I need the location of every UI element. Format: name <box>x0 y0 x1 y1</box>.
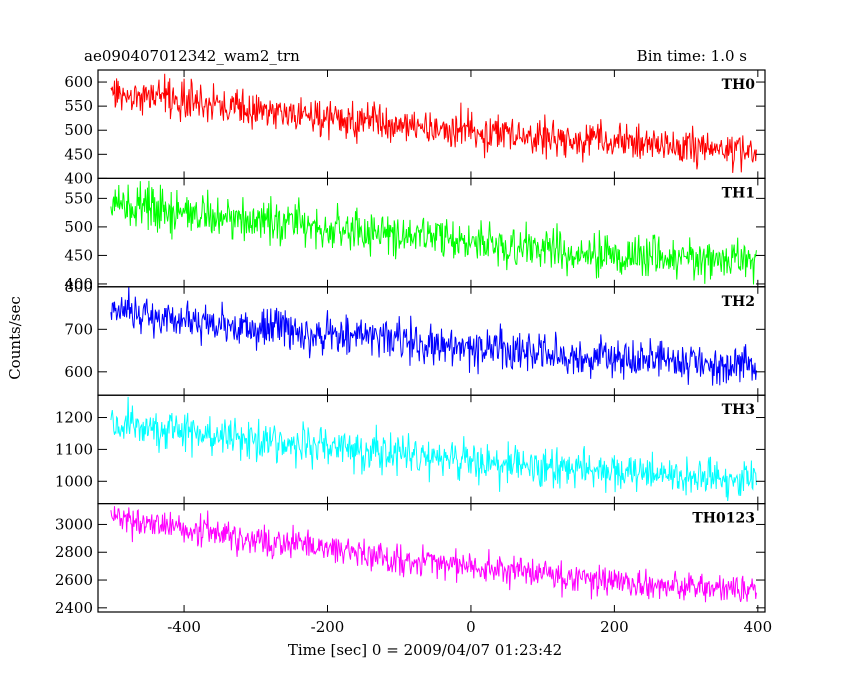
panel-label-th2: TH2 <box>722 294 755 310</box>
x-tick-label: -200 <box>311 618 345 636</box>
y-tick-label: 800 <box>64 278 93 296</box>
panel-th3: 1000 1100 1200 TH3 <box>55 394 766 505</box>
panel-label-th1: TH1 <box>722 185 755 201</box>
panel-label-th3: TH3 <box>722 402 755 418</box>
x-tick-label: 400 <box>744 618 773 636</box>
panel-frame <box>97 394 766 505</box>
series-line-th2 <box>110 286 757 386</box>
x-tick-label: 200 <box>600 618 629 636</box>
y-tick-label: 450 <box>64 246 93 264</box>
panel-th1: 400 450 500 550 TH1 <box>64 177 766 293</box>
y-tick-label: 600 <box>64 73 93 91</box>
bin-time-label: Bin time: 1.0 s <box>637 47 747 65</box>
y-tick-label: 500 <box>64 218 93 236</box>
panel-th0123: 2400 2600 2800 3000 TH0123 <box>55 503 766 617</box>
y-tick-label: 600 <box>64 363 93 381</box>
y-tick-label: 550 <box>64 97 93 115</box>
panels-group: 400 450 500 550 600 TH0 400 450 500 550 TH1 600 700 8… <box>55 69 766 617</box>
series-line-th0 <box>110 73 757 173</box>
y-tick-label: 2600 <box>55 571 93 589</box>
y-tick-label: 400 <box>64 169 93 187</box>
x-axis: -400 -200 0 200 400 <box>167 618 772 636</box>
y-tick-label: 450 <box>64 145 93 163</box>
panel-label-th0123: TH0123 <box>692 511 755 527</box>
panel-label-th0: TH0 <box>722 77 756 93</box>
panel-th2: 600 700 800 TH2 <box>64 278 766 396</box>
y-tick-label: 1100 <box>55 440 93 458</box>
y-tick-label: 700 <box>64 320 93 338</box>
y-tick-label: 550 <box>64 189 93 207</box>
y-axis-label: Counts/sec <box>6 296 24 380</box>
panel-frame <box>97 503 766 613</box>
y-tick-label: 400 <box>64 275 93 293</box>
y-tick-label: 1000 <box>55 472 93 490</box>
series-line-th0123 <box>110 506 757 603</box>
x-tick-label: -400 <box>167 618 201 636</box>
y-tick-label: 2800 <box>55 543 93 561</box>
x-tick-label: 0 <box>466 618 476 636</box>
panel-th0: 400 450 500 550 600 TH0 <box>64 69 766 187</box>
x-axis-label: Time [sec] 0 = 2009/04/07 01:23:42 <box>288 641 562 659</box>
y-tick-label: 2400 <box>55 599 93 617</box>
header-title: ae090407012342_wam2_trn <box>84 47 300 65</box>
y-tick-label: 3000 <box>55 515 93 533</box>
panel-frame <box>97 177 766 288</box>
y-tick-label: 1200 <box>55 409 93 427</box>
series-line-th3 <box>110 396 757 502</box>
series-line-th1 <box>110 180 757 285</box>
y-tick-label: 500 <box>64 121 93 139</box>
